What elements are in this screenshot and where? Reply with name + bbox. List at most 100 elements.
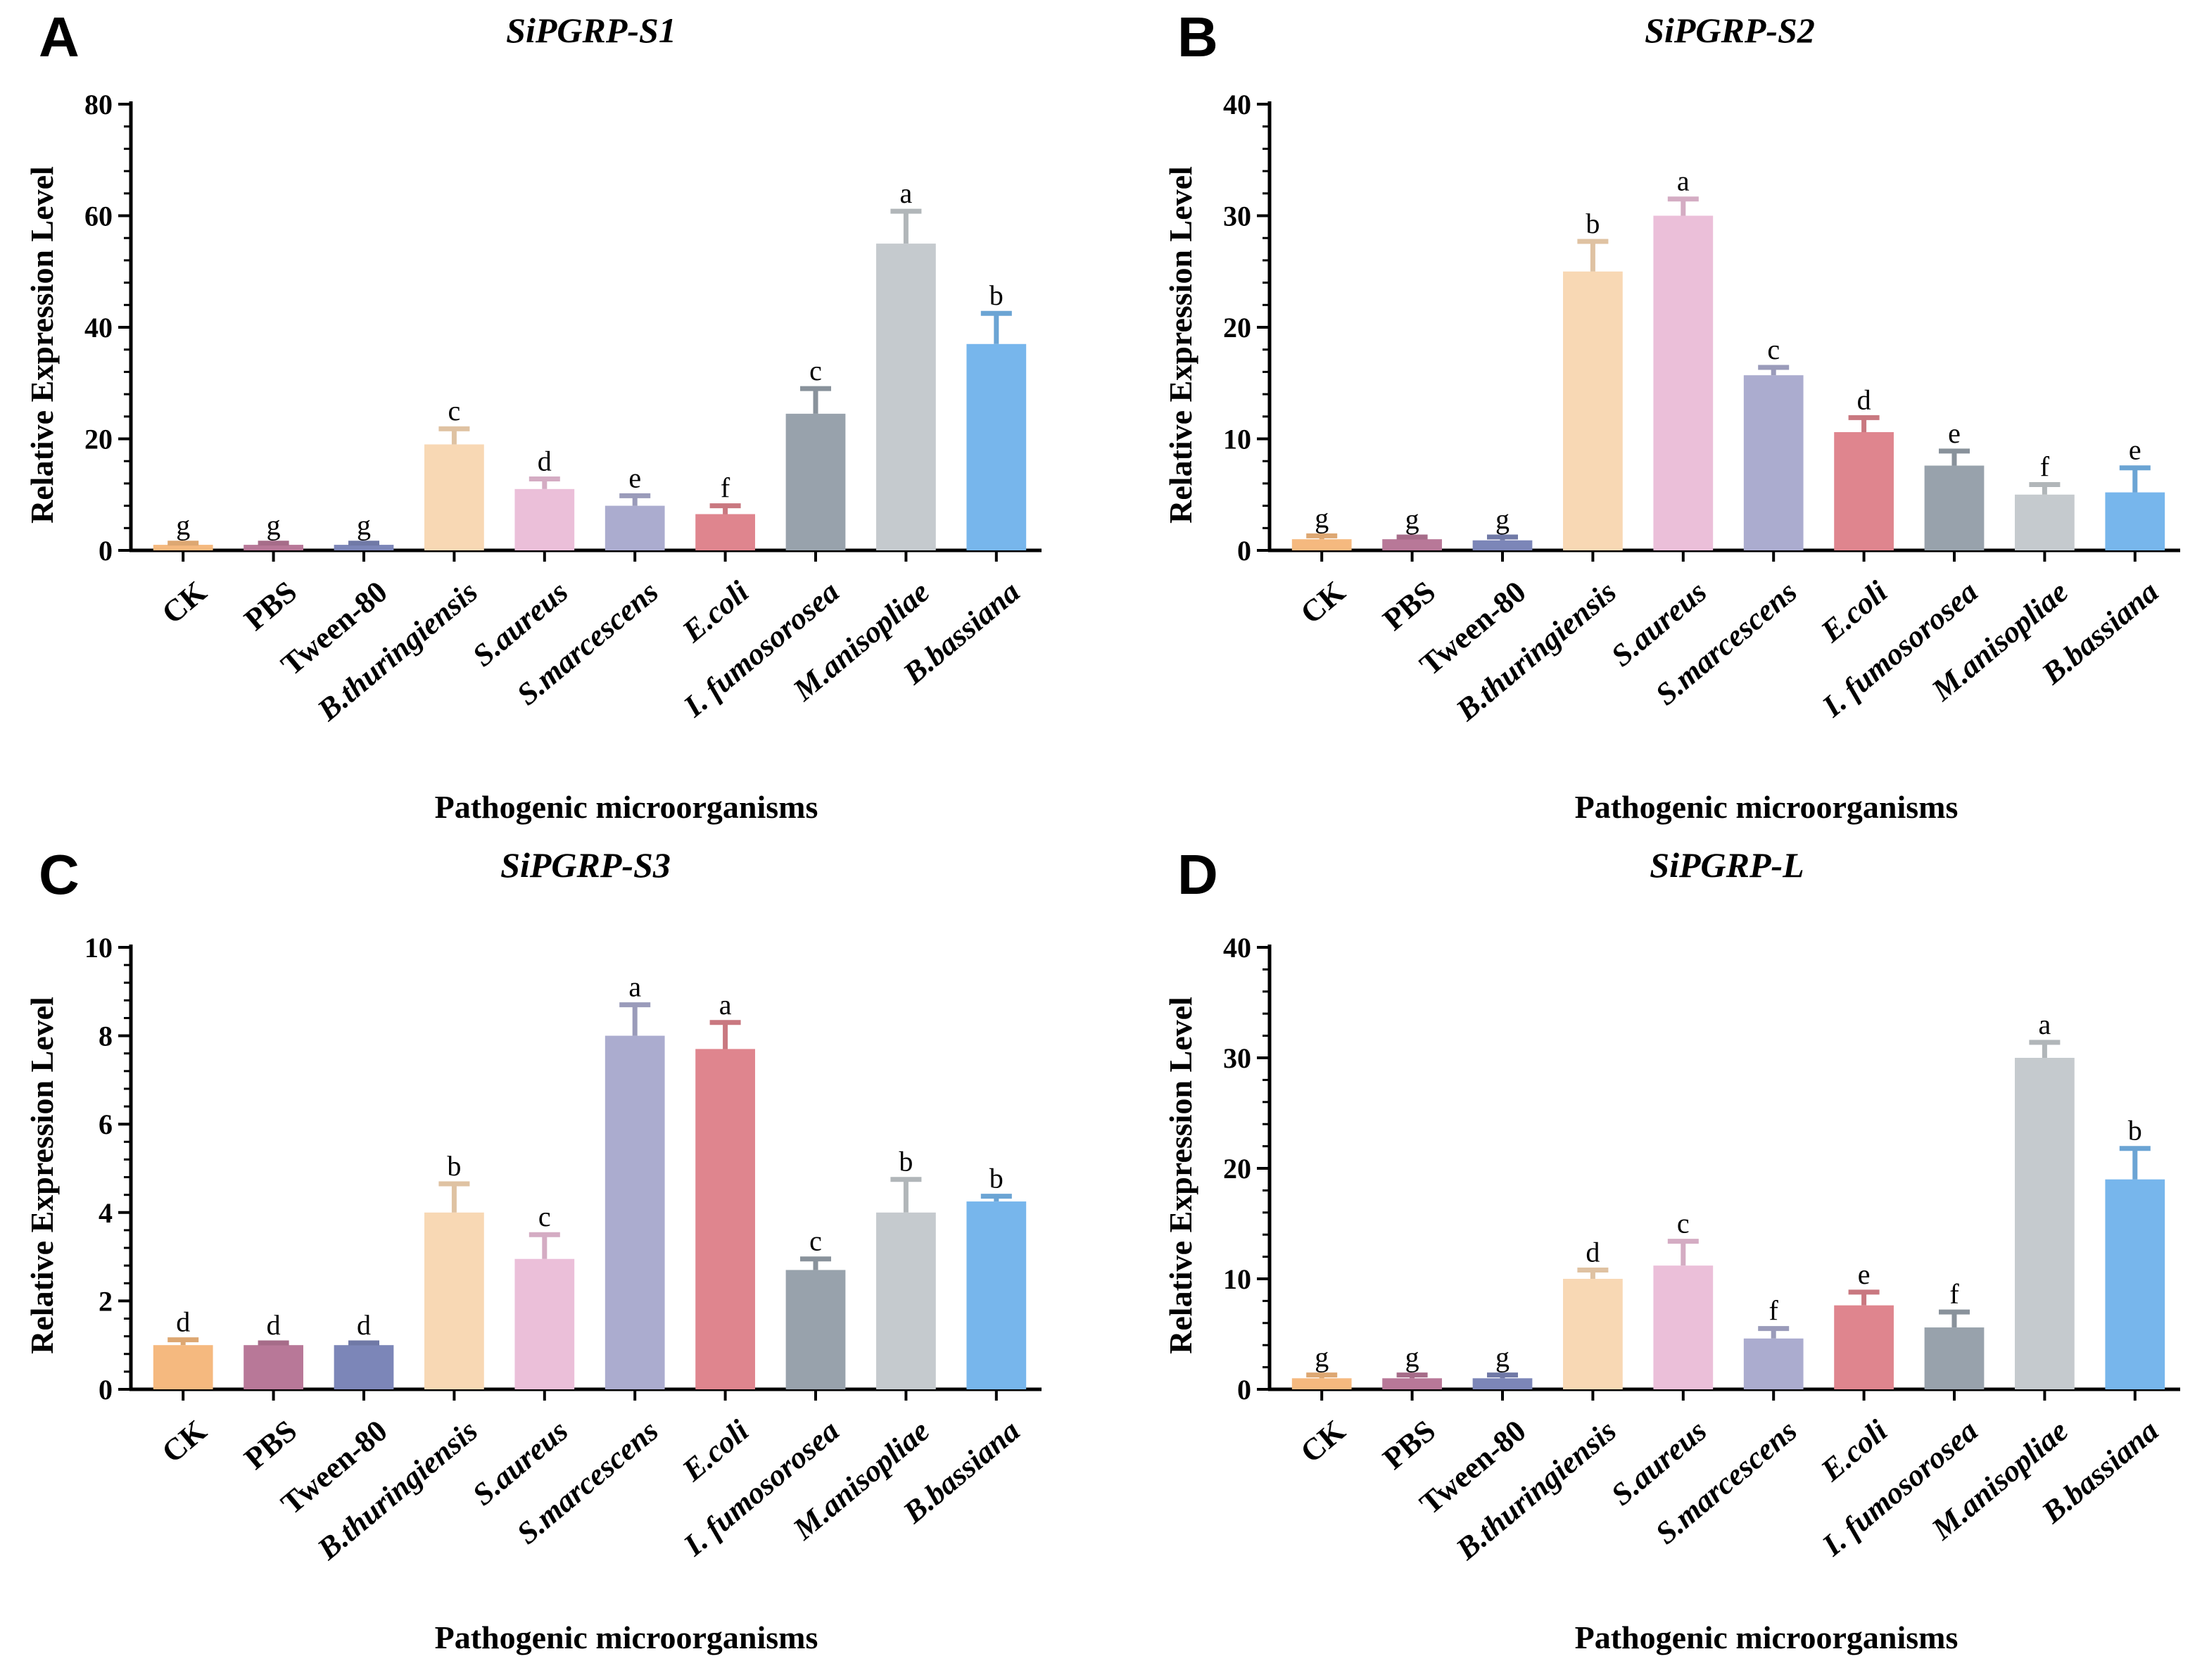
significance-letter: g bbox=[357, 510, 371, 541]
bar bbox=[876, 1212, 936, 1389]
y-tick-label: 40 bbox=[1223, 89, 1251, 120]
bar bbox=[1743, 375, 1804, 550]
y-tick-label: 0 bbox=[1237, 535, 1251, 567]
category-label: E.coli bbox=[1814, 574, 1894, 650]
panel-letter-d: D bbox=[1177, 843, 1218, 906]
category-label: PBS bbox=[1377, 574, 1442, 637]
bar bbox=[785, 413, 846, 550]
significance-letter: c bbox=[538, 1201, 551, 1232]
bar bbox=[2015, 1058, 2075, 1389]
x-axis-title-b: Pathogenic microorganisms bbox=[1575, 789, 1959, 825]
x-axis-title-a: Pathogenic microorganisms bbox=[435, 789, 818, 825]
bar bbox=[695, 514, 755, 550]
category-label: B.thuringiensis bbox=[1449, 574, 1623, 728]
y-axis-title-a: Relative Expression Level bbox=[24, 166, 60, 524]
bar bbox=[1924, 1327, 1985, 1389]
y-tick-label: 6 bbox=[99, 1109, 113, 1140]
y-tick-label: 30 bbox=[1223, 1042, 1251, 1074]
chart-title-a: SiPGRP-S1 bbox=[506, 11, 676, 50]
bar bbox=[1563, 1279, 1623, 1389]
y-tick-label: 40 bbox=[84, 312, 113, 343]
significance-letter: b bbox=[989, 279, 1004, 311]
significance-letter: b bbox=[2128, 1115, 2142, 1147]
y-tick-label: 0 bbox=[1237, 1374, 1251, 1406]
bar bbox=[1653, 1265, 1714, 1389]
significance-letter: c bbox=[448, 395, 461, 427]
y-tick-label: 4 bbox=[99, 1197, 113, 1229]
category-label: PBS bbox=[1377, 1413, 1442, 1476]
bar bbox=[2105, 492, 2165, 550]
bar bbox=[966, 1201, 1027, 1389]
significance-letter: b bbox=[899, 1146, 913, 1177]
significance-letter: c bbox=[1767, 334, 1780, 365]
category-label: I. fumosorosea bbox=[1815, 1413, 1984, 1563]
category-label: I. fumosorosea bbox=[1815, 574, 1984, 724]
bar bbox=[1743, 1338, 1804, 1389]
significance-letter: d bbox=[267, 1309, 281, 1341]
significance-letter: c bbox=[1677, 1208, 1690, 1239]
significance-letter: g bbox=[1315, 1341, 1329, 1373]
bar bbox=[1472, 540, 1533, 550]
category-label: B.thuringiensis bbox=[310, 574, 484, 728]
category-label: I. fumosorosea bbox=[676, 574, 845, 724]
bar bbox=[514, 488, 575, 550]
bar bbox=[1653, 215, 1714, 550]
bar bbox=[966, 343, 1027, 550]
bar bbox=[605, 505, 665, 550]
bar bbox=[153, 545, 213, 550]
bar bbox=[1563, 271, 1623, 550]
x-axis-title-c: Pathogenic microorganisms bbox=[435, 1619, 818, 1655]
y-tick-label: 0 bbox=[99, 1374, 113, 1406]
chart-title-b: SiPGRP-S2 bbox=[1645, 11, 1815, 50]
y-tick-label: 10 bbox=[1223, 1263, 1251, 1295]
significance-letter: a bbox=[1677, 165, 1690, 197]
panel-letter-c: C bbox=[39, 843, 80, 906]
bar bbox=[153, 1345, 213, 1389]
significance-letter: d bbox=[176, 1306, 190, 1338]
significance-letter: g bbox=[1495, 503, 1510, 535]
significance-letter: f bbox=[2040, 450, 2050, 482]
y-tick-label: 8 bbox=[99, 1021, 113, 1052]
bar bbox=[424, 1212, 484, 1389]
category-label: E.coli bbox=[1814, 1413, 1894, 1489]
y-tick-label: 20 bbox=[1223, 312, 1251, 343]
significance-letter: b bbox=[989, 1163, 1004, 1194]
significance-letter: e bbox=[1858, 1258, 1871, 1290]
bar bbox=[514, 1258, 575, 1389]
y-tick-label: 10 bbox=[84, 932, 113, 964]
significance-letter: d bbox=[538, 446, 552, 477]
bar bbox=[695, 1049, 755, 1389]
panel-b: B SiPGRP-S2 Relative Expression Level Patho… bbox=[1163, 6, 2180, 825]
significance-letter: g bbox=[1405, 503, 1419, 535]
category-label: E.coli bbox=[675, 574, 755, 650]
category-label: CK bbox=[1294, 1413, 1352, 1470]
significance-letter: e bbox=[628, 462, 641, 493]
y-tick-label: 30 bbox=[1223, 201, 1251, 232]
significance-letter: f bbox=[1769, 1295, 1779, 1327]
panel-letter-b: B bbox=[1177, 6, 1218, 68]
chart-title-d: SiPGRP-L bbox=[1650, 845, 1804, 885]
bar bbox=[785, 1270, 846, 1389]
bar bbox=[605, 1035, 665, 1389]
bar bbox=[334, 545, 394, 550]
panel-a: A SiPGRP-S1 Relative Expression Level Patho… bbox=[24, 6, 1042, 825]
significance-letter: f bbox=[1949, 1278, 1959, 1310]
bar bbox=[876, 244, 936, 550]
x-axis-title-d: Pathogenic microorganisms bbox=[1575, 1619, 1959, 1655]
significance-letter: g bbox=[1495, 1341, 1510, 1373]
category-label: PBS bbox=[238, 574, 303, 637]
bar bbox=[1382, 1378, 1442, 1389]
bar bbox=[2105, 1179, 2165, 1389]
significance-letter: c bbox=[809, 1225, 822, 1257]
significance-letter: g bbox=[1315, 502, 1329, 533]
y-tick-label: 2 bbox=[99, 1285, 113, 1317]
y-axis-title-d: Relative Expression Level bbox=[1163, 997, 1198, 1354]
bar bbox=[243, 545, 303, 550]
significance-letter: c bbox=[809, 355, 822, 386]
category-label: B.thuringiensis bbox=[310, 1413, 484, 1567]
bar bbox=[334, 1345, 394, 1389]
significance-letter: d bbox=[1857, 384, 1871, 415]
category-label: CK bbox=[1294, 574, 1352, 631]
significance-letter: a bbox=[628, 971, 641, 1003]
